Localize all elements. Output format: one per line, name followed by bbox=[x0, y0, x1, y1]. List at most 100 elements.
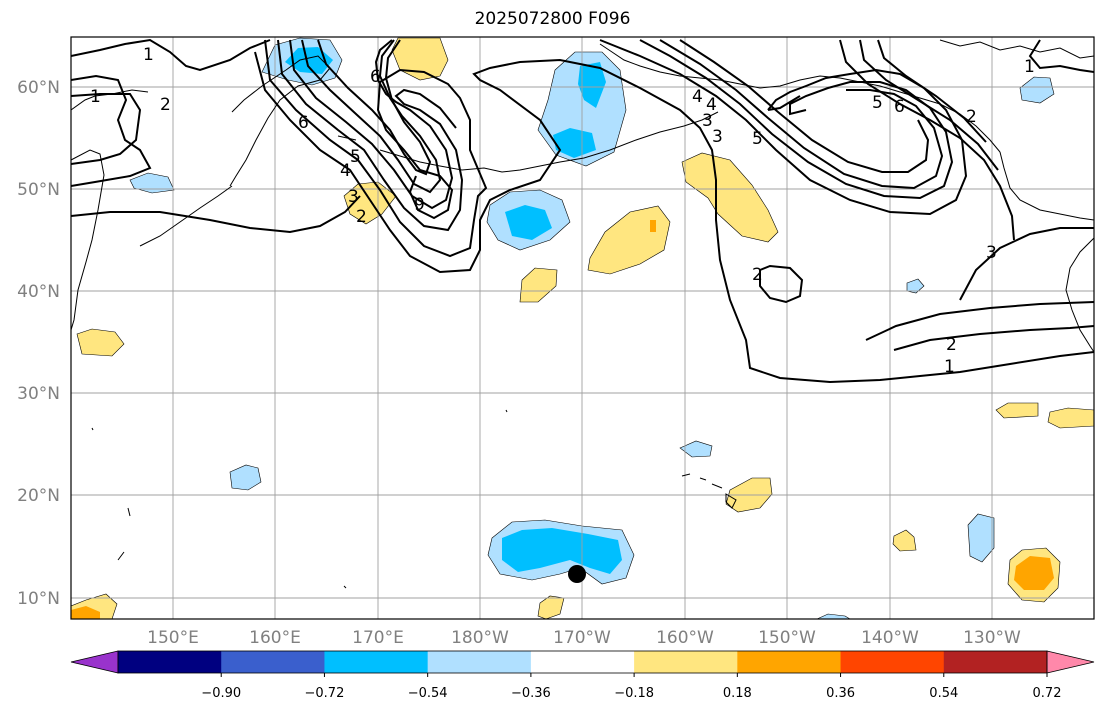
contour-labels: 1 2 3 4 5 6 9 6 5 4 3 2 4 3 5 6 2 1 2 3 … bbox=[90, 45, 1035, 377]
contour-line bbox=[759, 264, 804, 304]
lon-label: 160°E bbox=[249, 628, 301, 648]
anomaly-patch bbox=[681, 152, 779, 243]
shaded-anomalies bbox=[71, 37, 1094, 619]
anomaly-patch bbox=[502, 528, 622, 574]
contour-line bbox=[893, 325, 1094, 351]
coast-hawaii bbox=[681, 473, 737, 509]
anomaly-patch bbox=[71, 606, 100, 619]
map-frame bbox=[70, 36, 1095, 620]
lon-label: 180°W bbox=[451, 628, 509, 648]
lat-label: 40°N bbox=[17, 282, 60, 302]
coast-islands bbox=[91, 409, 508, 589]
colorbar-tick-label: 0.36 bbox=[826, 686, 855, 701]
anomaly-patch bbox=[587, 205, 671, 275]
contour-label: 2 bbox=[946, 335, 957, 355]
contour-label: 9 bbox=[414, 195, 425, 215]
contour-label: 1 bbox=[90, 87, 101, 107]
lat-label: 10°N bbox=[17, 589, 60, 609]
contour-line bbox=[289, 39, 454, 210]
contour-line bbox=[277, 39, 464, 232]
lat-label: 30°N bbox=[17, 384, 60, 404]
colorbar-swatch bbox=[840, 651, 945, 673]
contour-line bbox=[71, 93, 142, 165]
lon-label: 170°E bbox=[352, 628, 404, 648]
contour-label: 1 bbox=[944, 357, 955, 377]
contour-line bbox=[839, 39, 1015, 241]
contour-line bbox=[1028, 39, 1094, 73]
contour-label: 3 bbox=[702, 111, 713, 131]
storm-center-marker bbox=[568, 565, 586, 583]
colorbar-swatch bbox=[118, 651, 222, 673]
contour-line bbox=[301, 39, 442, 194]
colorbar-tick-label: 0.54 bbox=[929, 686, 958, 701]
contour-line bbox=[71, 38, 271, 72]
anomaly-patch bbox=[578, 62, 606, 108]
colorbar-tick-label: 0.18 bbox=[723, 686, 752, 701]
contour-label: 6 bbox=[894, 97, 905, 117]
anomaly-patch bbox=[650, 220, 656, 232]
contour-line bbox=[865, 301, 1094, 341]
coast-na-west bbox=[1065, 237, 1094, 353]
colorbar: −0.90 −0.72 −0.54 −0.36 −0.18 0.18 0.36 0.54 0.7… bbox=[70, 650, 1095, 701]
contours bbox=[71, 38, 1094, 384]
anomaly-patch bbox=[679, 440, 713, 458]
contour-label: 1 bbox=[143, 45, 154, 65]
colorbar-swatch bbox=[530, 651, 635, 673]
anomaly-patch bbox=[229, 464, 262, 491]
anomaly-patch bbox=[391, 37, 449, 81]
anomaly-patch bbox=[537, 595, 565, 619]
anomaly-patch bbox=[1047, 407, 1094, 429]
contour-line bbox=[317, 39, 432, 176]
lat-label: 20°N bbox=[17, 486, 60, 506]
colorbar-tick-label: −0.54 bbox=[408, 686, 448, 701]
colorbar-tick-label: −0.90 bbox=[201, 686, 241, 701]
anomaly-patch bbox=[505, 205, 552, 240]
contour-label: 2 bbox=[356, 207, 367, 227]
contour-line bbox=[659, 39, 944, 190]
map-area: 1 2 3 4 5 6 9 6 5 4 3 2 4 3 5 6 2 1 2 3 … bbox=[71, 37, 1094, 619]
contour-label: 5 bbox=[872, 93, 883, 113]
colorbar-swatch bbox=[427, 651, 532, 673]
contour-line bbox=[254, 51, 1094, 384]
colorbar-tick-label: 0.72 bbox=[1033, 686, 1062, 701]
anomaly-patch bbox=[129, 172, 175, 194]
anomaly-patch bbox=[967, 513, 995, 563]
coast-alaska-north bbox=[939, 39, 1094, 59]
coastlines bbox=[71, 39, 1094, 589]
anomaly-patch bbox=[1014, 556, 1054, 590]
contour-label: 3 bbox=[712, 127, 723, 147]
contour-label: 4 bbox=[340, 161, 351, 181]
contour-label: 2 bbox=[966, 107, 977, 127]
contour-line bbox=[859, 39, 999, 171]
colorbar-swatch bbox=[324, 651, 429, 673]
colorbar-swatch bbox=[221, 651, 325, 673]
colorbar-extend-high bbox=[1046, 650, 1095, 674]
contour-line bbox=[959, 227, 1094, 301]
contour-label: 3 bbox=[348, 187, 359, 207]
anomaly-patch bbox=[816, 613, 851, 619]
contour-label: 2 bbox=[160, 95, 171, 115]
lon-label: 160°W bbox=[656, 628, 714, 648]
contour-line bbox=[877, 39, 987, 143]
contour-line bbox=[264, 39, 488, 258]
colorbar-tick-label: −0.72 bbox=[305, 686, 345, 701]
contour-line bbox=[599, 39, 968, 216]
coast-kuril bbox=[139, 185, 233, 247]
contour-label: 6 bbox=[370, 67, 381, 87]
lon-label: 170°W bbox=[553, 628, 611, 648]
anomaly-patch bbox=[995, 402, 1039, 419]
lon-label: 140°W bbox=[861, 628, 919, 648]
contour-label: 2 bbox=[752, 265, 763, 285]
contour-line bbox=[71, 195, 361, 234]
lon-label: 150°W bbox=[758, 628, 816, 648]
contour-label: 1 bbox=[1024, 57, 1035, 77]
anomaly-patch bbox=[519, 267, 558, 303]
contour-line bbox=[71, 74, 152, 187]
contour-label: 4 bbox=[706, 95, 717, 115]
longitude-labels: 150°E 160°E 170°E 180°W 170°W 160°W 150°… bbox=[147, 628, 1021, 648]
lon-label: 150°E bbox=[147, 628, 199, 648]
colorbar-swatch bbox=[737, 651, 842, 673]
anomaly-patch bbox=[1019, 76, 1055, 104]
colorbar-swatch bbox=[943, 651, 1048, 673]
